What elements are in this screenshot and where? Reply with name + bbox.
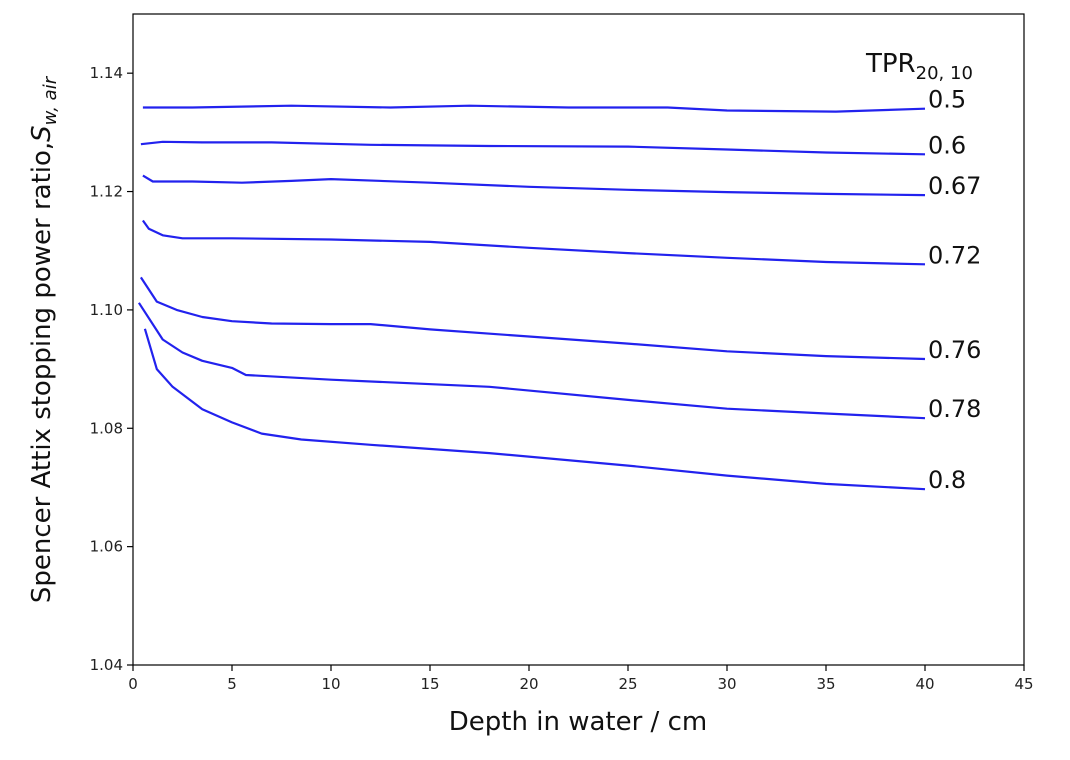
y-tick-label-5: 1.14 (90, 64, 123, 82)
series-label-3: 0.72 (928, 241, 981, 269)
x-axis-ticks: 0 5 10 15 20 25 30 35 40 45 (128, 665, 1034, 693)
x-tick-label-7: 35 (816, 675, 835, 693)
series-label-0: 0.5 (928, 86, 966, 114)
plot-area-frame (132, 13, 1025, 666)
x-axis-title: Depth in water / cm (449, 707, 707, 737)
series-line-6 (143, 328, 926, 491)
y-axis-title-symbol: S (27, 125, 57, 142)
legend-title-main: TPR (865, 49, 916, 79)
x-tick-label-8: 40 (915, 675, 934, 693)
x-tick-label-6: 30 (717, 675, 736, 693)
y-axis-ticks: 1.04 1.06 1.08 1.10 1.12 1.14 (90, 64, 133, 674)
x-tick-label-3: 15 (420, 675, 439, 693)
series-label-5: 0.78 (928, 395, 981, 423)
y-axis-title-main: Spencer Attix stopping power ratio, (27, 142, 57, 603)
series-line-3 (142, 219, 926, 266)
x-tick-label-5: 25 (618, 675, 637, 693)
legend-title: TPR20, 10 (865, 49, 973, 84)
x-tick-label-2: 10 (321, 675, 340, 693)
x-tick-label-4: 20 (519, 675, 538, 693)
x-tick-label-0: 0 (128, 675, 138, 693)
series-lines (137, 104, 926, 491)
series-labels: 0.5 0.6 0.67 0.72 0.76 0.78 0.8 (928, 86, 981, 495)
series-label-4: 0.76 (928, 336, 981, 364)
y-tick-label-2: 1.08 (90, 419, 123, 437)
x-tick-label-9: 45 (1014, 675, 1033, 693)
series-line-1 (140, 140, 926, 156)
series-line-4 (139, 276, 926, 361)
series-label-6: 0.8 (928, 466, 966, 494)
series-line-0 (142, 104, 926, 113)
series-label-1: 0.6 (928, 131, 966, 159)
y-axis-title-subscript: w, air (40, 75, 61, 125)
series-line-5 (137, 302, 926, 420)
legend-title-subscript: 20, 10 (916, 63, 973, 84)
y-axis-title: Spencer Attix stopping power ratio,Sw, a… (27, 75, 61, 603)
y-tick-label-3: 1.10 (90, 301, 123, 319)
series-label-2: 0.67 (928, 172, 981, 200)
y-tick-label-0: 1.04 (90, 656, 123, 674)
y-tick-label-1: 1.06 (90, 538, 123, 556)
x-tick-label-1: 5 (227, 675, 237, 693)
y-tick-label-4: 1.12 (90, 183, 123, 201)
series-line-2 (142, 174, 926, 197)
